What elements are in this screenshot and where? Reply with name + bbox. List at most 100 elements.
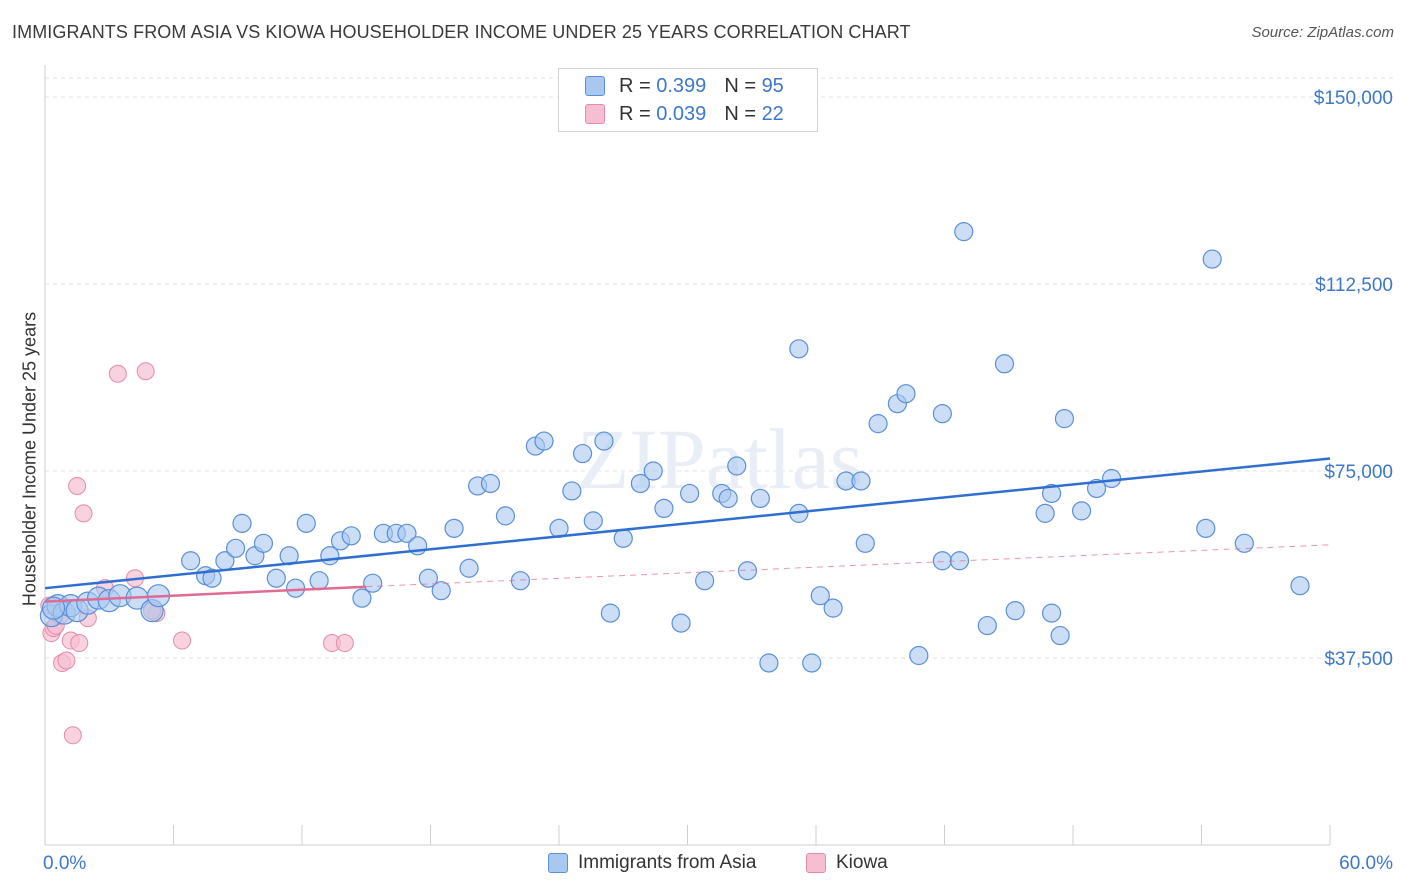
asia-point bbox=[1041, 603, 1062, 623]
asia-point bbox=[181, 551, 201, 571]
asia-point bbox=[480, 473, 501, 494]
asia-point bbox=[562, 481, 582, 501]
legend-r-label: R = bbox=[619, 102, 651, 125]
kiowa-point bbox=[335, 634, 354, 653]
asia-point bbox=[613, 528, 633, 548]
asia-point bbox=[932, 551, 952, 571]
asia-point bbox=[459, 558, 479, 578]
asia-trend-line bbox=[44, 457, 1331, 590]
asia-point bbox=[949, 551, 970, 571]
asia-point bbox=[397, 523, 417, 543]
asia-point bbox=[855, 533, 875, 553]
legend-row-kiowa: R = 0.039 N = 22 bbox=[585, 102, 784, 126]
asia-point bbox=[1054, 409, 1075, 429]
asia-point bbox=[680, 483, 700, 504]
kiowa-points bbox=[40, 362, 354, 745]
bottom-legend-asia-label: Immigrants from Asia bbox=[578, 852, 757, 873]
asia-point bbox=[495, 506, 516, 526]
kiowa-trend-extension bbox=[366, 544, 1331, 588]
asia-point bbox=[1035, 503, 1055, 523]
y-axis-label: Householder Income Under 25 years bbox=[19, 311, 40, 607]
asia-point bbox=[341, 526, 361, 546]
kiowa-point bbox=[74, 504, 93, 523]
asia-point bbox=[309, 571, 329, 591]
asia-point bbox=[1101, 468, 1122, 489]
x-tick-label: 0.0% bbox=[43, 853, 86, 874]
legend-r-value: 0.039 bbox=[656, 102, 707, 125]
asia-point bbox=[977, 615, 997, 636]
asia-point bbox=[896, 384, 916, 404]
asia-point bbox=[285, 578, 306, 598]
asia-point bbox=[418, 568, 438, 588]
legend-swatch-kiowa bbox=[585, 104, 605, 124]
asia-point bbox=[363, 573, 383, 593]
asia-point bbox=[909, 645, 929, 666]
asia-point bbox=[583, 511, 603, 531]
kiowa-trend-line bbox=[44, 585, 367, 603]
y-tick-label: $112,500 bbox=[1315, 275, 1393, 296]
asia-point bbox=[727, 456, 747, 476]
y-tick-label: $150,000 bbox=[1314, 88, 1393, 109]
bottom-swatch-asia bbox=[548, 853, 568, 873]
asia-point bbox=[232, 513, 252, 533]
kiowa-point bbox=[63, 726, 82, 745]
bottom-swatch-kiowa bbox=[806, 853, 826, 873]
asia-point bbox=[954, 222, 974, 242]
asia-point bbox=[1041, 483, 1062, 504]
asia-point bbox=[226, 538, 246, 558]
legend-n-label: N = bbox=[724, 102, 756, 125]
asia-point bbox=[737, 561, 758, 581]
asia-point bbox=[253, 533, 274, 553]
legend-row-asia: R = 0.399 N = 95 bbox=[585, 74, 784, 98]
asia-point bbox=[994, 354, 1015, 374]
asia-point bbox=[695, 571, 715, 591]
bottom-legend-kiowa-label: Kiowa bbox=[836, 852, 888, 873]
asia-point bbox=[594, 431, 614, 451]
y-tick-label: $37,500 bbox=[1324, 649, 1393, 670]
kiowa-point bbox=[136, 362, 155, 381]
kiowa-point bbox=[70, 634, 89, 653]
asia-point bbox=[1196, 518, 1216, 538]
kiowa-point bbox=[68, 476, 87, 495]
asia-point bbox=[1290, 576, 1310, 596]
asia-point bbox=[654, 498, 674, 518]
x-tick-labels: 0.0% 60.0% bbox=[43, 853, 1393, 874]
kiowa-point bbox=[108, 364, 127, 383]
legend-n-value: 22 bbox=[761, 102, 784, 125]
asia-point bbox=[352, 588, 372, 608]
kiowa-point bbox=[57, 651, 76, 670]
axes bbox=[44, 65, 1331, 846]
source-label: Source: ZipAtlas.com bbox=[1251, 24, 1394, 41]
asia-point bbox=[802, 653, 822, 673]
asia-point bbox=[1202, 249, 1222, 269]
asia-point bbox=[600, 603, 621, 623]
asia-point bbox=[1050, 625, 1070, 646]
chart-title: IMMIGRANTS FROM ASIA VS KIOWA HOUSEHOLDE… bbox=[12, 22, 911, 42]
y-tick-labels: $37,500 $75,000 $112,500 $150,000 bbox=[1314, 88, 1393, 670]
asia-point bbox=[823, 598, 843, 618]
asia-point bbox=[572, 443, 593, 464]
legend-swatch-asia bbox=[585, 76, 605, 96]
asia-point bbox=[868, 414, 888, 434]
asia-point bbox=[320, 546, 340, 566]
trend-lines bbox=[44, 457, 1331, 603]
asia-point bbox=[759, 653, 779, 673]
asia-point bbox=[296, 513, 316, 533]
kiowa-point bbox=[173, 631, 192, 650]
asia-point bbox=[202, 568, 222, 588]
asia-point bbox=[718, 488, 738, 509]
x-tick-label: 60.0% bbox=[1339, 853, 1393, 874]
asia-point bbox=[851, 471, 871, 491]
asia-point bbox=[1005, 601, 1025, 621]
asia-point bbox=[444, 518, 464, 538]
asia-point bbox=[789, 339, 809, 359]
asia-point bbox=[534, 431, 554, 451]
y-tick-label: $75,000 bbox=[1324, 462, 1393, 483]
correlation-legend: R = 0.399 N = 95 R = 0.039 N = 22 bbox=[558, 68, 818, 132]
asia-point bbox=[932, 404, 952, 424]
bottom-legend-kiowa: Kiowa bbox=[806, 852, 888, 874]
legend-n-value: 95 bbox=[761, 74, 784, 97]
legend-n-label: N = bbox=[724, 74, 756, 97]
bottom-legend-asia: Immigrants from Asia bbox=[548, 852, 756, 874]
